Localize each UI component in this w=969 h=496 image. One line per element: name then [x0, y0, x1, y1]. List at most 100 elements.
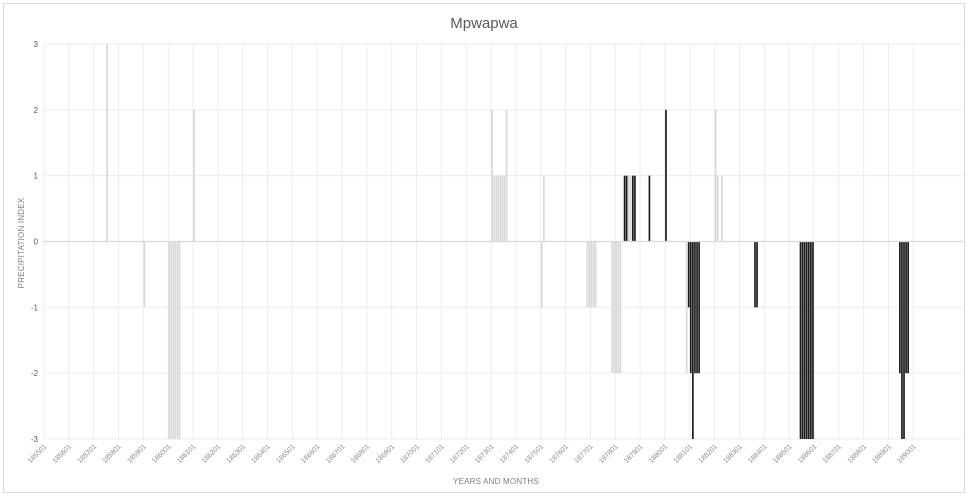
bar-188101	[689, 241, 692, 374]
bars	[106, 44, 909, 439]
y-tick-label: -2	[31, 369, 39, 378]
bar-188105	[698, 241, 700, 374]
bar-188011	[685, 241, 688, 374]
bar-187801	[615, 241, 618, 374]
y-tick-label: -3	[31, 435, 39, 444]
x-tick-label: 186901	[375, 443, 397, 465]
x-tick-label: 188801	[847, 443, 869, 465]
bar-187304	[497, 175, 500, 242]
x-tick-label: 186401	[250, 443, 272, 465]
y-tick-label: -1	[31, 303, 39, 312]
bar-188508	[803, 241, 806, 439]
bar-187703	[594, 241, 597, 308]
x-tick-label: 188401	[747, 443, 769, 465]
bar-188909	[905, 241, 907, 374]
x-tick-label: 185801	[101, 443, 123, 465]
x-tick-label: 187301	[474, 443, 496, 465]
bar-187805	[623, 175, 626, 242]
bar-187303	[495, 175, 498, 242]
bar-186003	[172, 241, 175, 439]
bar-187306	[501, 175, 504, 242]
bar-187501	[540, 241, 543, 308]
x-axis-title: YEARS AND MONTHS	[453, 477, 539, 486]
x-tick-label: 188701	[822, 443, 844, 465]
x-tick-label: 188301	[722, 443, 744, 465]
bar-185707	[106, 44, 108, 242]
bar-188201	[714, 109, 717, 242]
x-tick-label: 187701	[573, 443, 595, 465]
bar-187305	[499, 175, 502, 242]
bar-186101	[193, 109, 195, 242]
bar-188510	[807, 241, 810, 439]
bar-187712	[613, 241, 616, 374]
x-tick-label: 185601	[52, 443, 74, 465]
bar-187308	[505, 109, 508, 242]
bar-187701	[590, 241, 593, 308]
x-tick-label: 186501	[275, 443, 297, 465]
x-tick-label: 187501	[524, 443, 546, 465]
bar-188102	[692, 241, 694, 439]
bar-187611	[586, 241, 589, 308]
x-tick-label: 189001	[896, 443, 918, 465]
x-tick-label: 186101	[176, 443, 198, 465]
x-tick-label: 186801	[350, 443, 372, 465]
chart-title: Mpwapwa	[450, 15, 518, 32]
bar-188202	[716, 175, 719, 242]
y-tick-label: 1	[34, 172, 39, 181]
x-tick-label: 185501	[27, 443, 49, 465]
x-tick-label: 188501	[772, 443, 794, 465]
bar-188309	[756, 241, 758, 308]
bar-188103	[694, 241, 696, 374]
x-tick-label: 187001	[400, 443, 422, 465]
bar-188308	[754, 241, 756, 308]
bar-187807	[627, 175, 630, 242]
bar-186001	[168, 241, 171, 439]
x-tick-label: 186001	[151, 443, 173, 465]
x-tick-label: 187601	[549, 443, 571, 465]
bar-187301	[491, 109, 493, 242]
x-tick-label: 188901	[871, 443, 893, 465]
bar-185901	[143, 241, 146, 308]
bar-187302	[493, 175, 496, 242]
x-tick-label: 187201	[449, 443, 471, 465]
bar-188511	[810, 241, 812, 439]
bar-188910	[907, 241, 909, 374]
bar-187808	[629, 175, 632, 242]
bar-187905	[648, 175, 651, 242]
x-tick-label: 185901	[126, 443, 148, 465]
x-tick-label: 187401	[499, 443, 521, 465]
y-tick-labels: 3 2 1 0 -1 -2 -3	[31, 40, 39, 444]
bar-188907	[901, 241, 903, 439]
bar-188507	[801, 241, 804, 439]
bar-188908	[903, 241, 905, 439]
x-tick-label: 187101	[424, 443, 446, 465]
x-tick-label: 188201	[698, 443, 720, 465]
y-tick-label: 0	[34, 238, 39, 247]
bar-188906	[899, 241, 901, 374]
x-tick-label: 185701	[77, 443, 99, 465]
bar-187612	[588, 241, 591, 308]
bar-188506	[799, 241, 802, 439]
y-axis-title: PRECIPITATION INDEX	[17, 197, 26, 288]
bar-187702	[592, 241, 595, 308]
bar-187803	[619, 241, 622, 374]
bar-187810	[634, 175, 636, 242]
bar-188509	[805, 241, 808, 439]
bar-188204	[721, 175, 723, 242]
bar-186006	[178, 241, 181, 439]
x-tick-label: 187801	[598, 443, 620, 465]
x-tick-label: 188601	[797, 443, 819, 465]
bar-186004	[174, 241, 177, 439]
bar-186005	[176, 241, 179, 439]
x-tick-label: 186601	[300, 443, 322, 465]
bar-187711	[611, 241, 613, 374]
bar-187802	[617, 241, 620, 374]
y-tick-label: 3	[34, 40, 39, 49]
x-tick-label: 186701	[325, 443, 347, 465]
x-tick-labels: 185501 185601 185701 185801 185901 186001 1861…	[27, 443, 918, 465]
bar-188104	[696, 241, 698, 374]
bar-186002	[170, 241, 173, 439]
x-tick-label: 186201	[201, 443, 223, 465]
x-tick-label: 186301	[226, 443, 248, 465]
